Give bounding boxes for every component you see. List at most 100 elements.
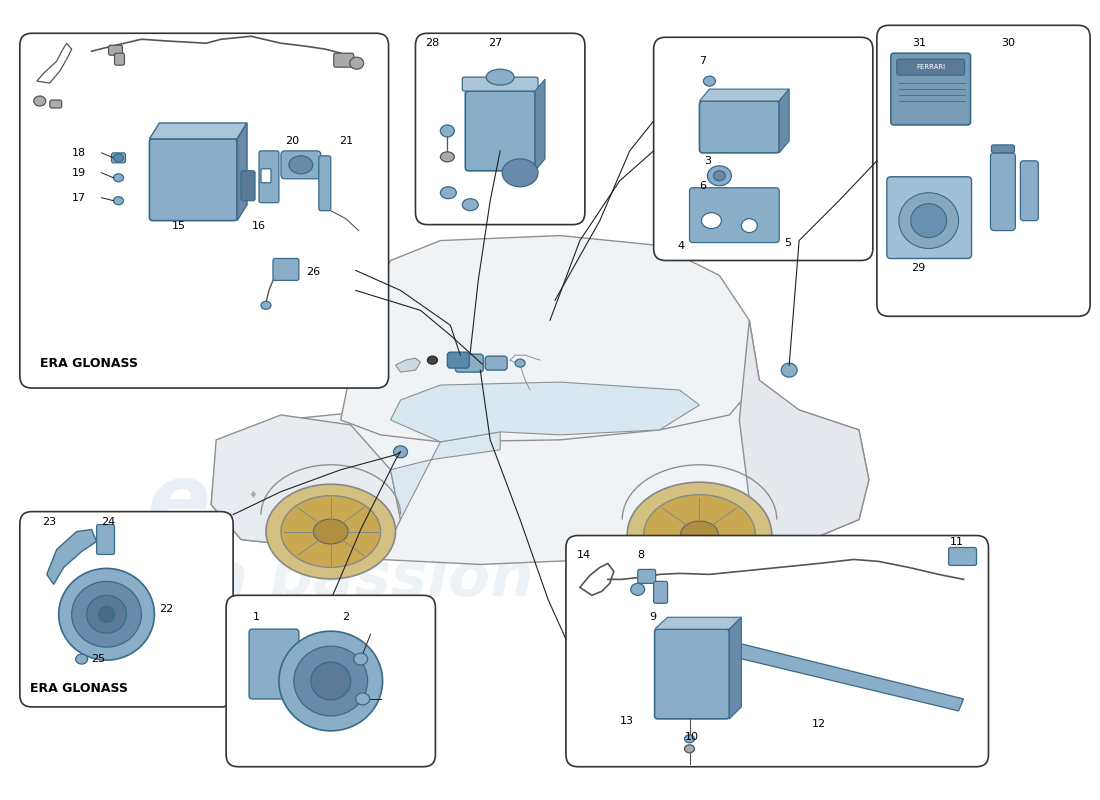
Text: 21: 21 [339,136,353,146]
Ellipse shape [911,204,947,238]
FancyBboxPatch shape [249,630,299,699]
Ellipse shape [350,57,364,69]
FancyBboxPatch shape [319,156,331,210]
Text: 10: 10 [684,732,699,742]
FancyBboxPatch shape [20,512,233,707]
Ellipse shape [707,166,732,186]
Ellipse shape [76,654,88,664]
Text: a passion: a passion [207,550,534,609]
Text: ERA GLONASS: ERA GLONASS [40,357,138,370]
Ellipse shape [781,363,798,377]
Text: 9: 9 [650,612,657,622]
Ellipse shape [462,198,478,210]
FancyBboxPatch shape [273,258,299,281]
Polygon shape [739,320,869,545]
FancyBboxPatch shape [455,354,483,372]
FancyBboxPatch shape [896,59,965,75]
Text: 17: 17 [72,193,86,202]
Ellipse shape [266,484,396,579]
Text: 24: 24 [101,517,116,526]
Ellipse shape [630,583,645,595]
Text: 13: 13 [619,716,634,726]
Text: 26: 26 [306,267,320,278]
Ellipse shape [113,197,123,205]
Ellipse shape [440,152,454,162]
FancyBboxPatch shape [465,91,535,170]
Ellipse shape [515,359,525,367]
FancyBboxPatch shape [887,177,971,258]
FancyBboxPatch shape [1021,161,1038,221]
Polygon shape [150,123,248,139]
Text: 3: 3 [704,156,712,166]
FancyBboxPatch shape [891,54,970,125]
FancyBboxPatch shape [638,570,656,583]
Text: 31: 31 [912,38,926,48]
FancyBboxPatch shape [690,188,779,242]
Ellipse shape [113,174,123,182]
Text: 28: 28 [426,38,440,48]
Ellipse shape [34,96,46,106]
FancyBboxPatch shape [97,525,114,554]
Text: 25: 25 [91,654,106,664]
Ellipse shape [58,569,154,660]
Text: 30: 30 [1001,38,1015,48]
FancyBboxPatch shape [654,630,729,719]
Ellipse shape [289,156,312,174]
FancyBboxPatch shape [448,352,470,368]
Text: 5: 5 [784,238,791,247]
FancyBboxPatch shape [653,582,668,603]
Text: 4: 4 [678,241,684,250]
FancyBboxPatch shape [114,54,124,65]
FancyBboxPatch shape [485,356,507,370]
Text: 2: 2 [342,612,350,622]
Polygon shape [47,530,97,584]
Text: 6: 6 [700,181,706,190]
Text: 1: 1 [253,612,260,622]
Polygon shape [710,637,964,711]
Ellipse shape [99,606,114,622]
Ellipse shape [741,218,757,233]
FancyBboxPatch shape [241,170,255,201]
Text: 15: 15 [173,221,186,230]
Ellipse shape [279,631,383,731]
Polygon shape [654,618,741,630]
Ellipse shape [354,653,367,665]
Polygon shape [779,89,789,153]
Text: ♦: ♦ [249,490,257,500]
Ellipse shape [311,662,351,700]
Ellipse shape [702,213,722,229]
Ellipse shape [280,496,381,567]
Polygon shape [390,432,501,519]
Text: 27: 27 [488,38,503,48]
FancyBboxPatch shape [280,151,321,178]
Ellipse shape [704,76,715,86]
FancyBboxPatch shape [50,100,62,108]
FancyBboxPatch shape [462,77,538,91]
FancyBboxPatch shape [990,153,1015,230]
Polygon shape [390,382,700,442]
Text: FERRARI: FERRARI [916,64,945,70]
FancyBboxPatch shape [948,547,977,566]
Ellipse shape [681,521,718,548]
Ellipse shape [72,582,142,647]
Ellipse shape [684,735,694,743]
Ellipse shape [113,154,123,162]
Text: 23: 23 [42,517,56,526]
FancyBboxPatch shape [653,38,873,261]
Ellipse shape [503,159,538,186]
Text: 29: 29 [912,263,926,274]
Text: 8: 8 [638,550,645,561]
FancyBboxPatch shape [150,139,238,221]
FancyBboxPatch shape [227,595,436,766]
Ellipse shape [428,356,438,364]
FancyBboxPatch shape [109,46,122,55]
Polygon shape [211,395,869,565]
Ellipse shape [644,494,756,574]
Ellipse shape [899,193,958,249]
Ellipse shape [355,693,370,705]
FancyBboxPatch shape [700,101,779,153]
Ellipse shape [486,69,514,85]
FancyBboxPatch shape [565,535,989,766]
Text: 14: 14 [576,550,591,561]
Ellipse shape [627,482,772,587]
